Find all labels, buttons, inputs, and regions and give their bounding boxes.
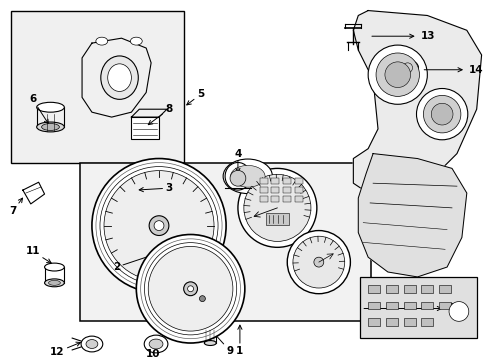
- Ellipse shape: [107, 64, 131, 91]
- Text: 8: 8: [148, 104, 172, 125]
- Bar: [283, 196, 291, 202]
- Text: 3: 3: [139, 183, 172, 193]
- Ellipse shape: [396, 60, 418, 76]
- Bar: [265, 213, 288, 225]
- Ellipse shape: [204, 341, 216, 346]
- Text: 13: 13: [371, 31, 434, 41]
- Text: 6: 6: [29, 94, 48, 124]
- Bar: [421, 285, 432, 293]
- Circle shape: [104, 171, 214, 281]
- Bar: [403, 318, 415, 326]
- Bar: [421, 318, 432, 326]
- Bar: [131, 117, 159, 139]
- Text: 2: 2: [113, 253, 157, 272]
- Text: 4: 4: [234, 149, 241, 172]
- Polygon shape: [358, 154, 466, 277]
- Bar: [438, 285, 450, 293]
- Bar: [283, 187, 291, 193]
- Text: 11: 11: [25, 246, 51, 263]
- Text: 15: 15: [363, 303, 462, 314]
- Ellipse shape: [44, 279, 64, 287]
- Ellipse shape: [81, 336, 102, 352]
- Bar: [295, 196, 303, 202]
- Bar: [271, 187, 279, 193]
- Bar: [295, 178, 303, 184]
- Circle shape: [416, 89, 467, 140]
- Bar: [11, 10, 183, 163]
- Text: 10: 10: [145, 340, 160, 359]
- Bar: [385, 302, 397, 310]
- Circle shape: [199, 296, 205, 302]
- Text: 1: 1: [236, 325, 243, 356]
- Circle shape: [423, 95, 460, 133]
- Bar: [283, 178, 291, 184]
- Bar: [80, 163, 370, 321]
- Ellipse shape: [48, 280, 60, 285]
- Bar: [360, 277, 476, 338]
- Text: 14: 14: [423, 65, 483, 75]
- Bar: [421, 302, 432, 310]
- Bar: [271, 178, 279, 184]
- Circle shape: [148, 247, 232, 331]
- Ellipse shape: [44, 263, 64, 271]
- Ellipse shape: [224, 162, 250, 190]
- Bar: [367, 285, 379, 293]
- Circle shape: [154, 221, 163, 230]
- Ellipse shape: [101, 56, 138, 99]
- Bar: [259, 187, 267, 193]
- Ellipse shape: [96, 37, 107, 45]
- Polygon shape: [353, 10, 481, 198]
- Circle shape: [244, 174, 310, 242]
- Circle shape: [136, 234, 244, 343]
- Circle shape: [149, 216, 168, 235]
- Ellipse shape: [230, 166, 264, 187]
- Circle shape: [375, 53, 419, 96]
- Ellipse shape: [149, 339, 163, 349]
- Bar: [367, 302, 379, 310]
- Ellipse shape: [144, 335, 167, 353]
- Circle shape: [430, 103, 452, 125]
- Circle shape: [292, 236, 344, 288]
- Circle shape: [92, 158, 225, 293]
- Bar: [259, 196, 267, 202]
- Circle shape: [229, 170, 245, 186]
- Circle shape: [384, 62, 410, 87]
- Ellipse shape: [204, 326, 216, 331]
- Bar: [385, 318, 397, 326]
- Circle shape: [402, 63, 412, 73]
- Bar: [403, 285, 415, 293]
- Bar: [403, 302, 415, 310]
- Circle shape: [286, 230, 350, 294]
- Circle shape: [313, 257, 323, 267]
- Circle shape: [367, 45, 427, 104]
- Text: 5: 5: [186, 89, 203, 105]
- Text: 12: 12: [50, 342, 81, 357]
- Text: 9: 9: [212, 332, 233, 356]
- Bar: [438, 302, 450, 310]
- Ellipse shape: [41, 123, 59, 130]
- Text: 7: 7: [9, 198, 22, 216]
- Circle shape: [187, 286, 193, 292]
- Ellipse shape: [86, 339, 98, 348]
- Bar: [259, 178, 267, 184]
- Circle shape: [238, 168, 316, 247]
- Ellipse shape: [37, 122, 64, 132]
- Circle shape: [448, 302, 468, 321]
- Bar: [385, 285, 397, 293]
- Ellipse shape: [130, 37, 142, 45]
- Ellipse shape: [223, 159, 272, 194]
- Ellipse shape: [37, 102, 64, 112]
- Bar: [271, 196, 279, 202]
- Circle shape: [183, 282, 197, 296]
- Bar: [295, 187, 303, 193]
- Bar: [367, 318, 379, 326]
